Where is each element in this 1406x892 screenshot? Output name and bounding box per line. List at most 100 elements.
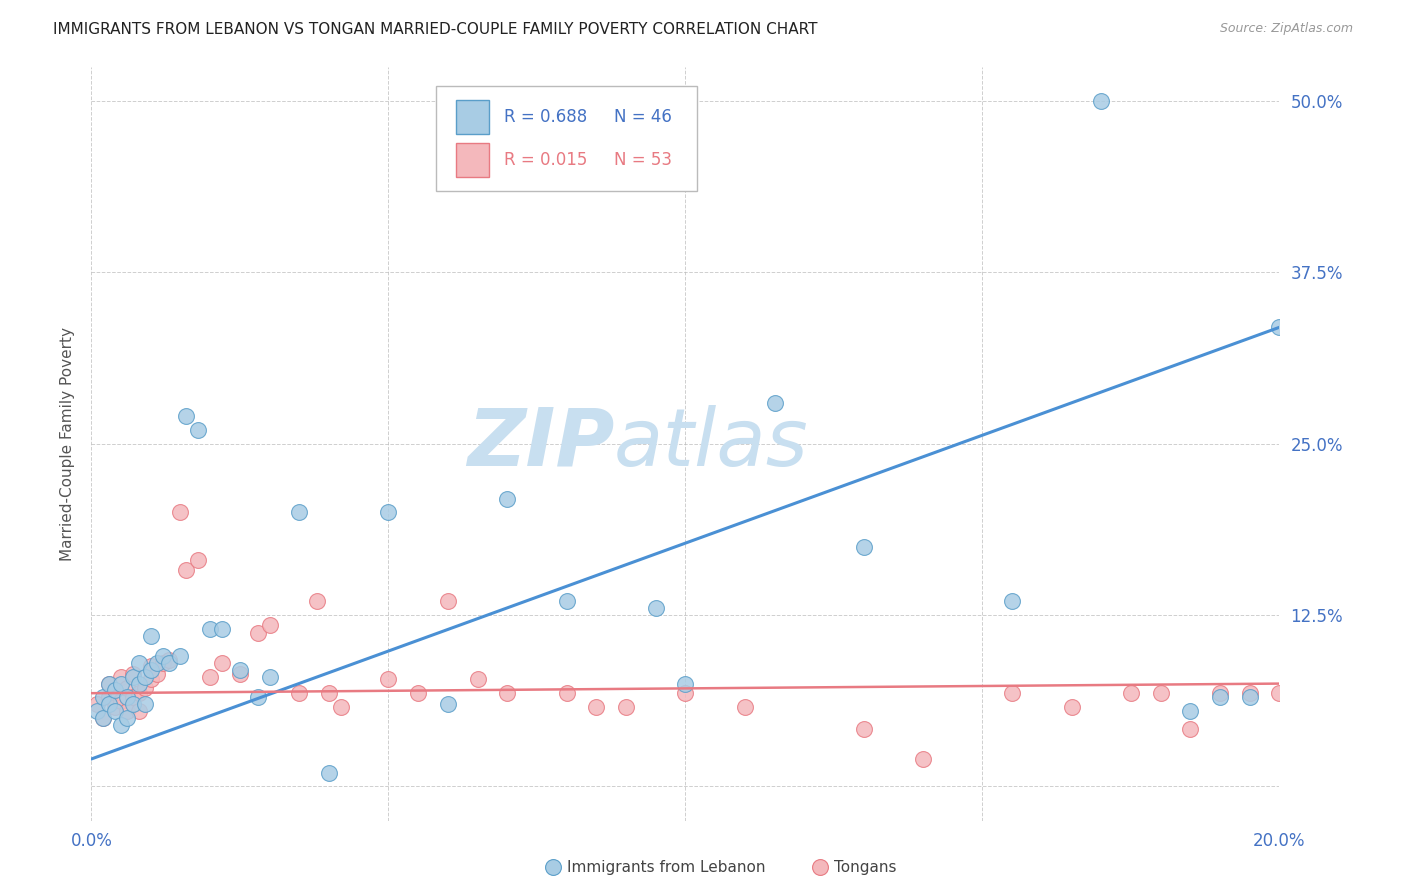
Point <box>104 699 127 714</box>
Point <box>104 683 127 698</box>
FancyBboxPatch shape <box>436 86 697 191</box>
Point <box>614 699 637 714</box>
Point <box>145 667 167 681</box>
Point <box>555 686 578 700</box>
Point <box>436 594 458 608</box>
Point <box>318 686 340 700</box>
Point <box>1268 320 1291 334</box>
Text: Tongans: Tongans <box>834 860 896 874</box>
Text: IMMIGRANTS FROM LEBANON VS TONGAN MARRIED-COUPLE FAMILY POVERTY CORRELATION CHAR: IMMIGRANTS FROM LEBANON VS TONGAN MARRIE… <box>53 22 818 37</box>
Text: Immigrants from Lebanon: Immigrants from Lebanon <box>567 860 765 874</box>
Point <box>187 423 209 437</box>
Text: ZIP: ZIP <box>467 405 614 483</box>
Point <box>541 860 564 874</box>
Point <box>145 656 167 670</box>
Point <box>98 690 121 705</box>
Point <box>91 690 114 705</box>
Point <box>169 649 191 664</box>
Y-axis label: Married-Couple Family Poverty: Married-Couple Family Poverty <box>60 326 76 561</box>
Point <box>318 765 340 780</box>
Point <box>1119 686 1142 700</box>
Point <box>134 697 156 711</box>
Point <box>110 694 132 708</box>
Point <box>1001 686 1024 700</box>
Point <box>200 670 222 684</box>
Text: R = 0.688: R = 0.688 <box>503 108 586 126</box>
Point <box>288 686 311 700</box>
Point <box>259 617 281 632</box>
Point <box>104 704 127 718</box>
Point <box>122 667 145 681</box>
Point <box>852 722 875 736</box>
Point <box>246 690 269 705</box>
Point <box>139 663 162 677</box>
Point <box>246 626 269 640</box>
Point <box>585 699 607 714</box>
Point <box>763 395 786 409</box>
Point <box>91 711 114 725</box>
Point <box>496 491 519 506</box>
Point <box>229 663 252 677</box>
Point <box>673 686 696 700</box>
Point <box>176 409 198 424</box>
Point <box>259 670 281 684</box>
Point <box>122 670 145 684</box>
Point <box>1268 686 1291 700</box>
Text: Source: ZipAtlas.com: Source: ZipAtlas.com <box>1219 22 1353 36</box>
Point <box>467 673 489 687</box>
Point <box>734 699 756 714</box>
Point <box>115 704 138 718</box>
Point <box>1180 722 1202 736</box>
Point <box>91 711 114 725</box>
Point <box>98 697 121 711</box>
Text: R = 0.015: R = 0.015 <box>503 151 588 169</box>
Point <box>128 676 150 690</box>
Point <box>808 860 831 874</box>
Point <box>1239 690 1261 705</box>
Point <box>211 622 233 636</box>
Point <box>211 656 233 670</box>
Point <box>229 667 252 681</box>
Text: N = 46: N = 46 <box>614 108 672 126</box>
Point <box>86 704 108 718</box>
Point <box>1180 704 1202 718</box>
Point <box>110 670 132 684</box>
Point <box>187 553 209 567</box>
Point <box>98 676 121 690</box>
Point <box>110 676 132 690</box>
Point <box>307 594 329 608</box>
Point <box>555 594 578 608</box>
Point <box>86 697 108 711</box>
Point <box>377 673 399 687</box>
Point <box>200 622 222 636</box>
Text: N = 53: N = 53 <box>614 151 672 169</box>
Point <box>152 656 174 670</box>
Point <box>1149 686 1171 700</box>
Point <box>128 704 150 718</box>
Point <box>852 540 875 554</box>
Point <box>157 656 180 670</box>
Point <box>644 601 666 615</box>
FancyBboxPatch shape <box>456 143 489 177</box>
Point <box>134 670 156 684</box>
Point <box>406 686 429 700</box>
Point <box>98 676 121 690</box>
Point <box>436 697 458 711</box>
Point <box>115 681 138 695</box>
Point <box>139 673 162 687</box>
Point <box>1209 686 1232 700</box>
Point <box>496 686 519 700</box>
Point <box>128 656 150 670</box>
Point <box>115 711 138 725</box>
Point <box>122 690 145 705</box>
Point <box>288 505 311 519</box>
Point <box>139 629 162 643</box>
Point <box>104 683 127 698</box>
Point <box>115 690 138 705</box>
Text: atlas: atlas <box>614 405 808 483</box>
Point <box>673 676 696 690</box>
Point <box>1209 690 1232 705</box>
Point <box>110 717 132 731</box>
Point <box>1090 94 1112 108</box>
Point <box>139 658 162 673</box>
